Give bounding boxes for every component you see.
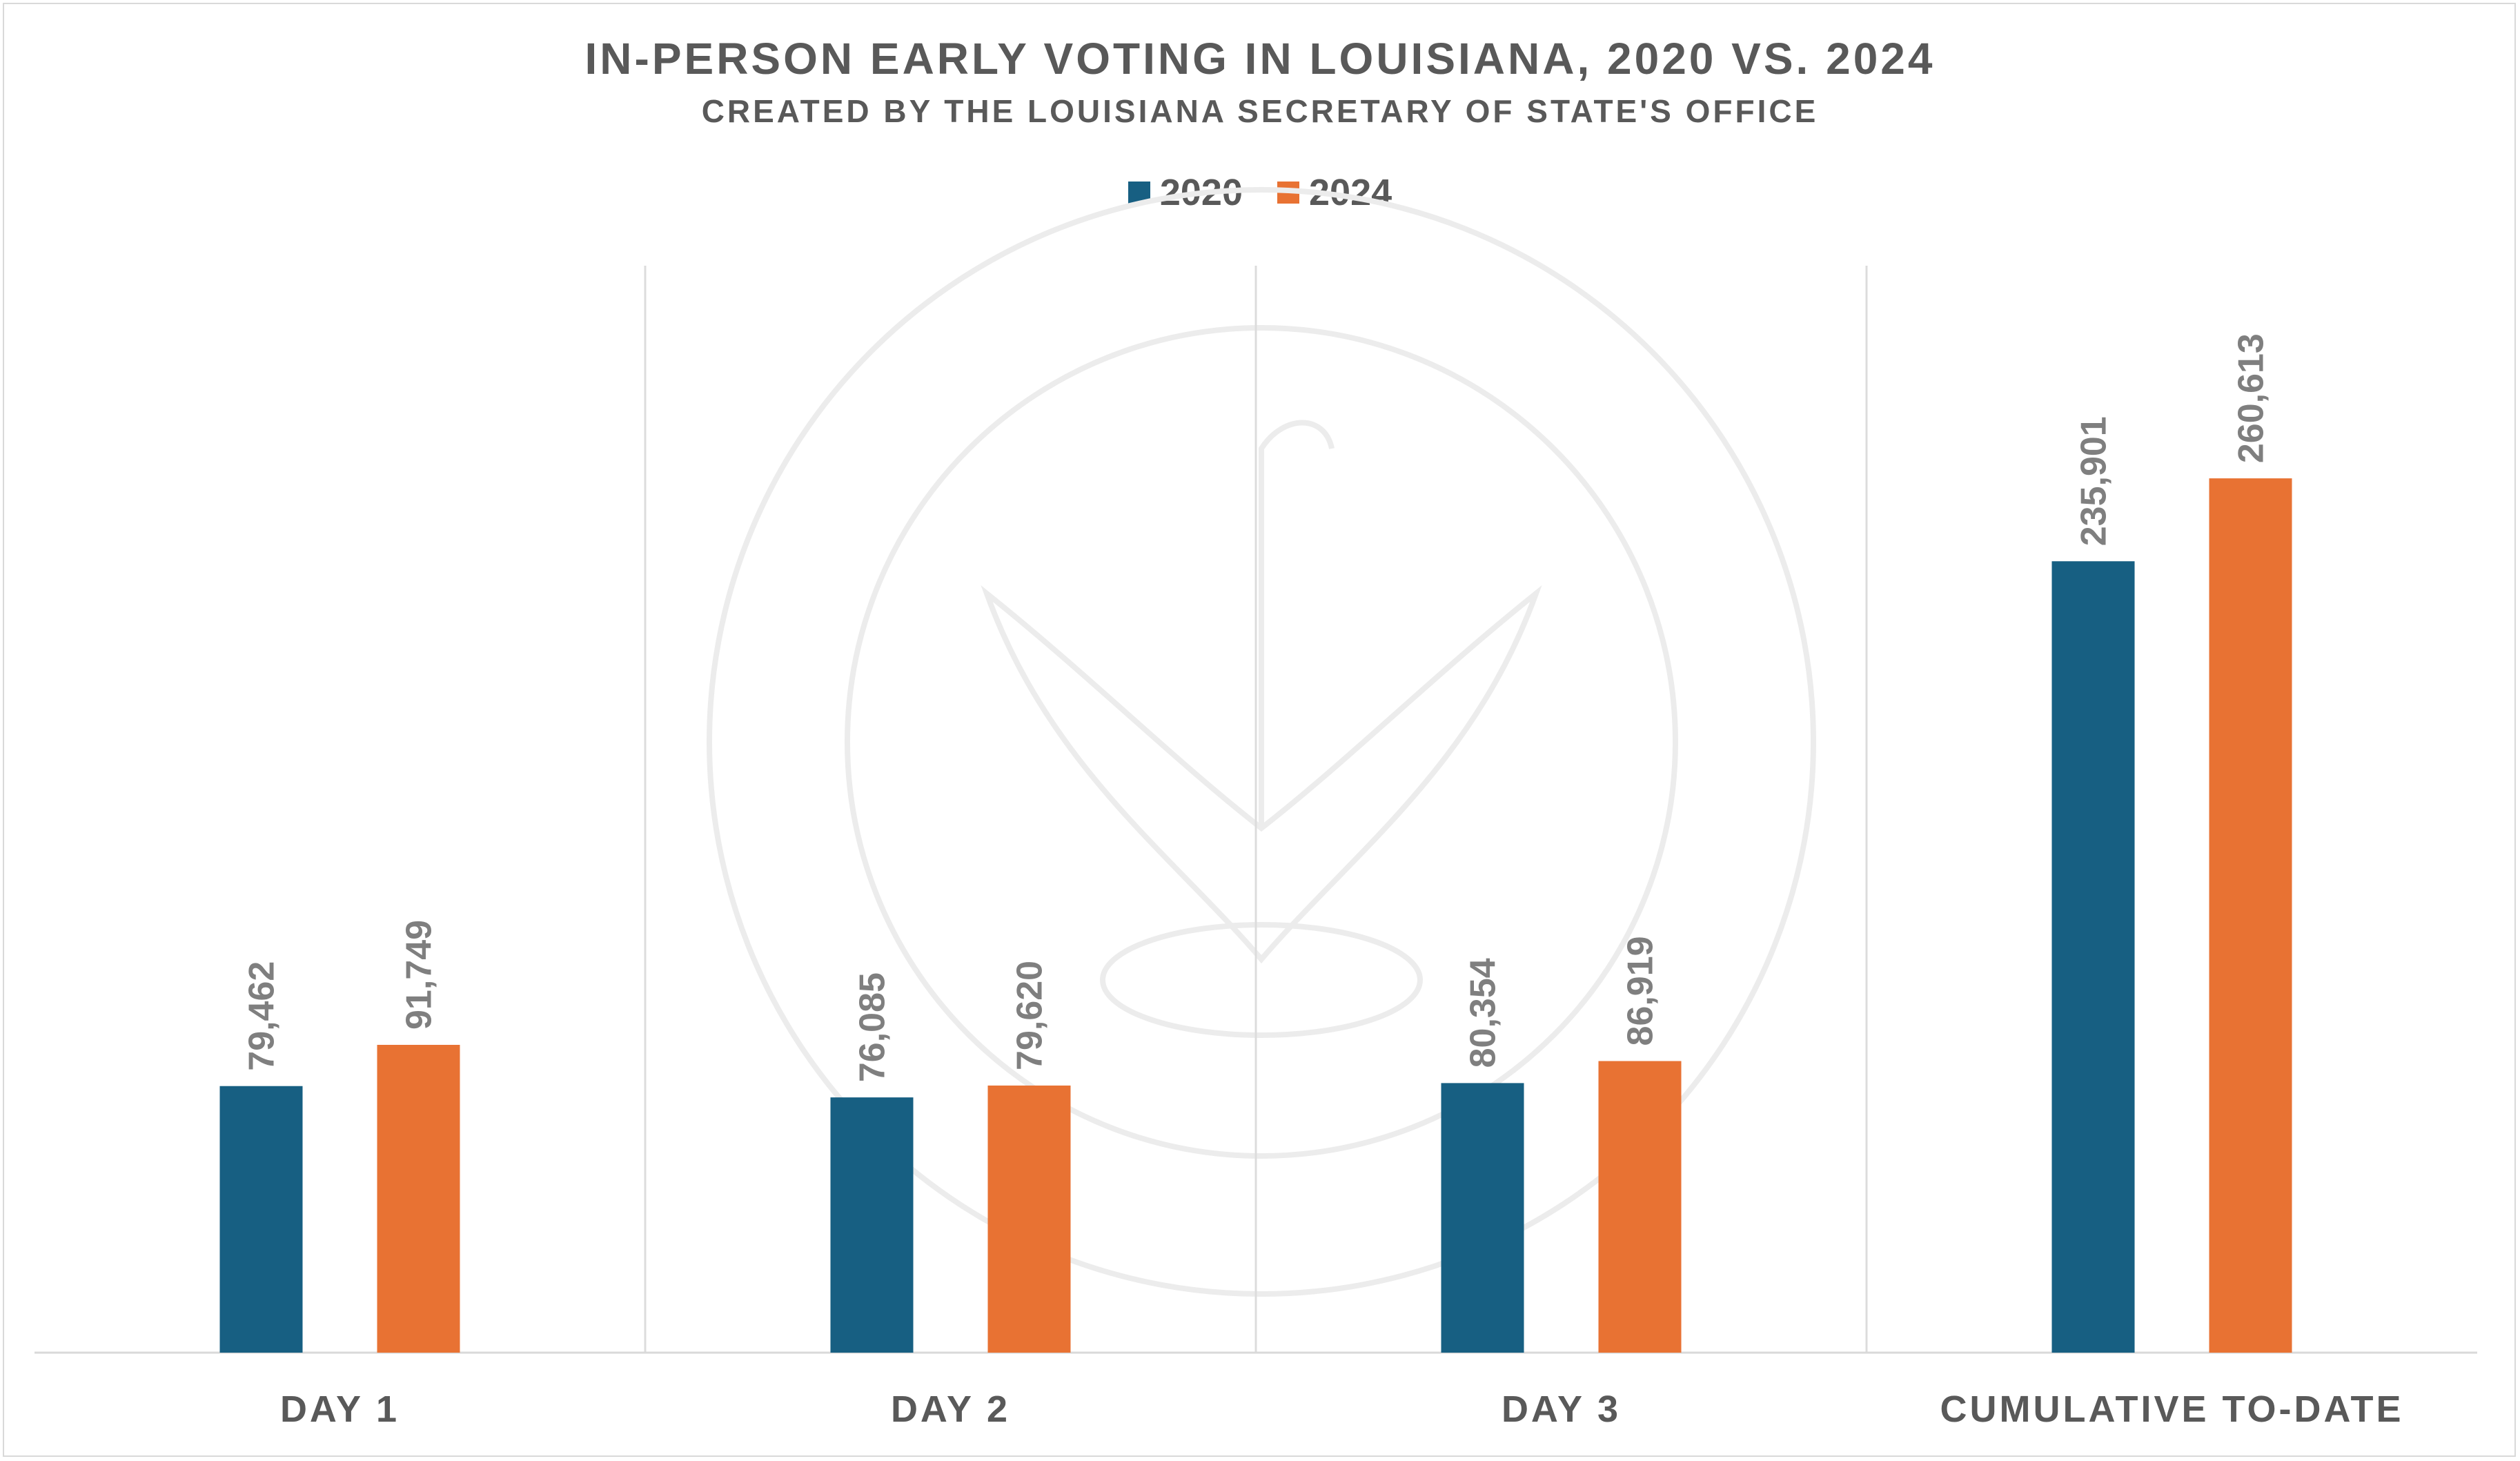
data-label-2024-4: 260,613	[2232, 333, 2272, 463]
chart-title: IN-PERSON EARLY VOTING IN LOUISIANA, 202…	[584, 34, 1936, 84]
bar-2024-1	[377, 1044, 460, 1353]
chart-frame	[3, 3, 2516, 1457]
bar-2024-2	[987, 1085, 1071, 1353]
data-label-2020-3: 80,354	[1464, 958, 1504, 1068]
x-tick-label-3: DAY 3	[1502, 1389, 1621, 1430]
x-tick-labels-group: DAY 1 DAY 2 DAY 3 CUMULATIVE TO-DATE	[280, 1389, 2404, 1430]
x-tick-label-4: CUMULATIVE TO-DATE	[1940, 1389, 2404, 1430]
data-label-2020-4: 235,901	[2074, 416, 2114, 546]
bars-group	[219, 478, 2292, 1353]
bar-2020-3	[1441, 1083, 1524, 1353]
bar-2020-1	[219, 1086, 303, 1353]
bar-2024-4	[2209, 478, 2292, 1353]
x-tick-label-1: DAY 1	[280, 1389, 400, 1430]
bar-2020-2	[830, 1097, 914, 1353]
bar-2020-4	[2051, 561, 2135, 1353]
data-labels-group: 79,462 91,749 76,085 79,620 80,354 86,919 235,…	[242, 333, 2272, 1082]
x-tick-label-2: DAY 2	[891, 1389, 1010, 1430]
data-label-2024-1: 91,749	[400, 920, 440, 1030]
category-separators	[644, 266, 1868, 1353]
bar-2024-3	[1598, 1061, 1682, 1353]
state-seal-watermark	[707, 187, 1816, 1297]
data-label-2024-2: 79,620	[1010, 961, 1050, 1070]
data-label-2020-1: 79,462	[242, 961, 282, 1071]
data-label-2020-2: 76,085	[853, 972, 893, 1082]
data-label-2024-3: 86,919	[1621, 936, 1661, 1046]
chart-subtitle: CREATED BY THE LOUISIANA SECRETARY OF ST…	[701, 93, 1819, 129]
